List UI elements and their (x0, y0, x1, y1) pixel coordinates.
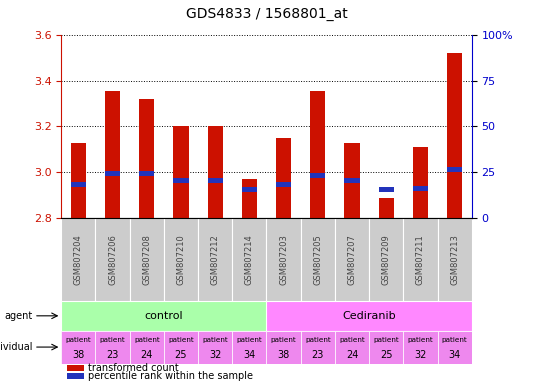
Text: 38: 38 (72, 350, 85, 360)
Text: percentile rank within the sample: percentile rank within the sample (88, 371, 253, 381)
Text: GSM807206: GSM807206 (108, 234, 117, 285)
Bar (241, 187, 257, 192)
Bar (130, 218, 164, 301)
Bar (266, 301, 472, 331)
Bar (438, 218, 472, 301)
Bar (207, 126, 223, 218)
Text: GSM807211: GSM807211 (416, 234, 425, 285)
Bar (71, 142, 86, 218)
Bar (61, 331, 95, 364)
Text: control: control (144, 311, 183, 321)
Bar (369, 218, 403, 301)
Text: patient: patient (66, 337, 91, 343)
Bar (71, 182, 86, 187)
Bar (105, 91, 120, 218)
Text: 23: 23 (107, 350, 119, 360)
Bar (301, 331, 335, 364)
Text: 34: 34 (448, 350, 461, 360)
Text: GDS4833 / 1568801_at: GDS4833 / 1568801_at (185, 7, 348, 21)
Bar (266, 218, 301, 301)
Text: patient: patient (442, 337, 467, 343)
Text: patient: patient (339, 337, 365, 343)
Bar (447, 167, 462, 172)
Text: GSM807208: GSM807208 (142, 234, 151, 285)
Bar (276, 182, 292, 187)
Bar (173, 178, 189, 183)
Text: transformed count: transformed count (88, 363, 179, 373)
Bar (198, 218, 232, 301)
Text: 25: 25 (380, 350, 392, 360)
Text: GSM807204: GSM807204 (74, 234, 83, 285)
Text: individual: individual (0, 342, 32, 352)
Bar (447, 53, 462, 218)
Text: GSM807212: GSM807212 (211, 234, 220, 285)
Text: GSM807207: GSM807207 (348, 234, 357, 285)
Text: patient: patient (305, 337, 330, 343)
Bar (403, 331, 438, 364)
Bar (232, 218, 266, 301)
Text: Cediranib: Cediranib (342, 311, 396, 321)
Bar (369, 331, 403, 364)
Bar (164, 218, 198, 301)
Text: GSM807210: GSM807210 (176, 234, 185, 285)
Bar (378, 187, 394, 192)
Text: patient: patient (408, 337, 433, 343)
Bar (335, 218, 369, 301)
Text: patient: patient (134, 337, 160, 343)
Bar (61, 301, 266, 331)
Bar (130, 331, 164, 364)
Bar (403, 218, 438, 301)
Text: patient: patient (100, 337, 125, 343)
Bar (335, 331, 369, 364)
Text: 34: 34 (243, 350, 255, 360)
Text: GSM807205: GSM807205 (313, 234, 322, 285)
Bar (241, 179, 257, 218)
Bar (173, 126, 189, 218)
Text: GSM807203: GSM807203 (279, 234, 288, 285)
Bar (310, 91, 326, 218)
Bar (413, 186, 428, 191)
Text: 25: 25 (175, 350, 187, 360)
Text: 32: 32 (414, 350, 426, 360)
Text: 24: 24 (141, 350, 153, 360)
Bar (105, 171, 120, 176)
Text: GSM807214: GSM807214 (245, 234, 254, 285)
Text: agent: agent (4, 311, 32, 321)
Text: 24: 24 (346, 350, 358, 360)
Bar (378, 198, 394, 218)
Bar (276, 138, 292, 218)
Bar (266, 331, 301, 364)
Bar (207, 178, 223, 183)
Text: patient: patient (373, 337, 399, 343)
Bar (68, 373, 84, 379)
Text: 23: 23 (312, 350, 324, 360)
Bar (61, 218, 95, 301)
Bar (95, 218, 130, 301)
Bar (232, 331, 266, 364)
Text: patient: patient (237, 337, 262, 343)
Text: patient: patient (203, 337, 228, 343)
Text: GSM807213: GSM807213 (450, 234, 459, 285)
Text: patient: patient (168, 337, 194, 343)
Bar (139, 99, 155, 218)
Text: patient: patient (271, 337, 296, 343)
Bar (344, 142, 360, 218)
Bar (198, 331, 232, 364)
Text: 38: 38 (278, 350, 290, 360)
Text: 32: 32 (209, 350, 221, 360)
Bar (438, 331, 472, 364)
Bar (68, 365, 84, 371)
Bar (301, 218, 335, 301)
Bar (413, 147, 428, 218)
Bar (139, 171, 155, 176)
Bar (344, 178, 360, 183)
Text: GSM807209: GSM807209 (382, 234, 391, 285)
Bar (95, 331, 130, 364)
Bar (164, 331, 198, 364)
Bar (310, 173, 326, 178)
